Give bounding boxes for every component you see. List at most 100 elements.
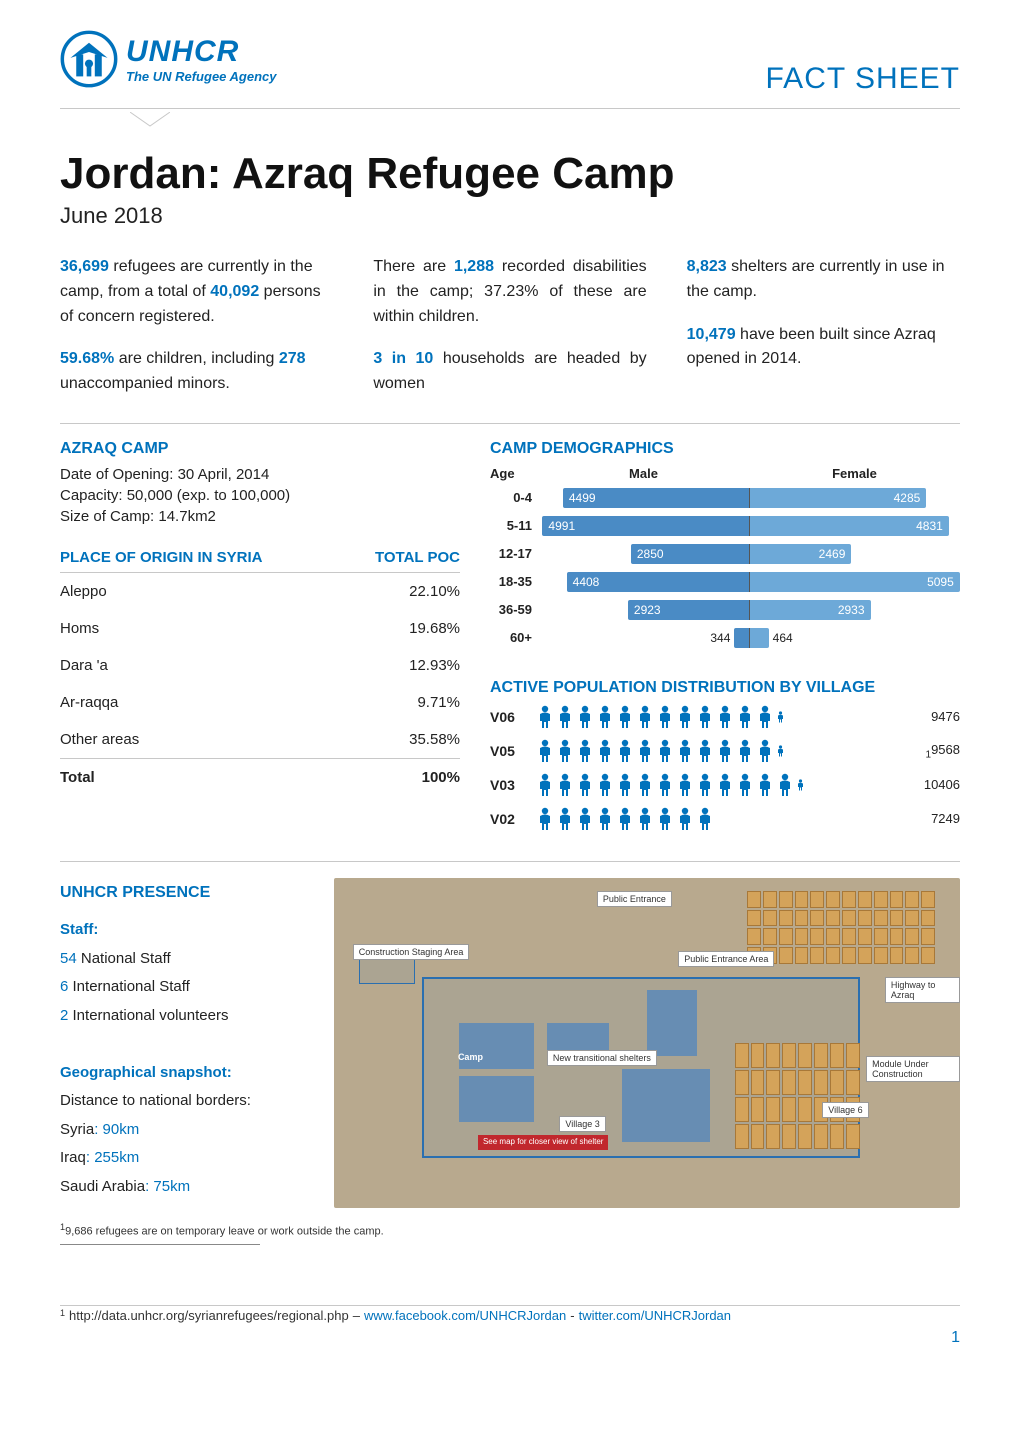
person-icon <box>696 705 714 729</box>
page-date: June 2018 <box>60 203 960 229</box>
origin-table: PLACE OF ORIGIN IN SYRIA TOTAL POC Alepp… <box>60 543 460 796</box>
brand-tagline: The UN Refugee Agency <box>126 69 277 84</box>
stat-value: 59.68% <box>60 350 114 367</box>
map-label: Village 6 <box>822 1102 868 1118</box>
village-icons <box>536 739 914 763</box>
azraq-camp-heading: AZRAQ CAMP <box>60 440 460 458</box>
person-icon <box>576 739 594 763</box>
footer-links: 1 http://data.unhcr.org/syrianrefugees/r… <box>60 1308 960 1323</box>
person-icon <box>716 739 734 763</box>
demo-male-val: 2850 <box>631 547 664 561</box>
header: UNHCR The UN Refugee Agency FACT SHEET <box>60 30 960 96</box>
footnote-rule <box>60 1244 260 1245</box>
village-row: V06 9476 <box>490 705 960 729</box>
demo-male-val: 4991 <box>542 519 575 533</box>
female-header: Female <box>749 466 960 481</box>
person-icon <box>776 773 794 797</box>
map-label: New transitional shelters <box>547 1050 657 1066</box>
demo-female-val: 2469 <box>819 547 852 561</box>
village-count: 10406 <box>924 777 960 792</box>
village-heading: ACTIVE POPULATION DISTRIBUTION BY VILLAG… <box>490 679 960 697</box>
person-icon <box>676 705 694 729</box>
demo-row: 60+ 344 464 <box>490 625 960 651</box>
footer-url[interactable]: www.facebook.com/UNHCRJordan <box>364 1308 566 1323</box>
brand-name: UNHCR <box>126 35 277 69</box>
stat-value: 40,092 <box>210 283 259 300</box>
person-icon <box>616 773 634 797</box>
info-capacity: Capacity: 50,000 (exp. to 100,000) <box>60 487 460 504</box>
person-icon <box>696 807 714 831</box>
demo-male-bar <box>734 628 748 648</box>
demo-male-val: 4499 <box>563 491 596 505</box>
person-icon <box>596 773 614 797</box>
presence-heading: UNHCR PRESENCE <box>60 878 310 908</box>
footer-url[interactable]: twitter.com/UNHCRJordan <box>579 1308 731 1323</box>
key-stats: 36,699 refugees are currently in the cam… <box>60 255 960 415</box>
village-row: V03 10406 <box>490 773 960 797</box>
person-icon <box>636 739 654 763</box>
person-icon <box>756 739 774 763</box>
footer-url[interactable]: http://data.unhcr.org/syrianrefugees/reg… <box>69 1308 349 1323</box>
village-section: ACTIVE POPULATION DISTRIBUTION BY VILLAG… <box>490 679 960 831</box>
demographics-heading: CAMP DEMOGRAPHICS <box>490 440 960 458</box>
stat-value: 278 <box>279 350 306 367</box>
demo-age: 36-59 <box>490 602 538 617</box>
bottom-section: UNHCR PRESENCE Staff: 54 National Staff … <box>60 878 960 1208</box>
demo-row: 0-4 4499 4285 <box>490 485 960 511</box>
map-label: Module Under Construction <box>866 1056 960 1082</box>
logo-text: UNHCR The UN Refugee Agency <box>126 35 277 84</box>
demo-female-val: 464 <box>773 631 793 645</box>
person-icon <box>636 807 654 831</box>
village-icons <box>536 807 919 831</box>
header-notch-icon <box>130 112 170 128</box>
origin-place: Other areas <box>60 721 342 759</box>
person-icon <box>796 773 805 797</box>
section-rule <box>60 861 960 862</box>
demo-age: 12-17 <box>490 546 538 561</box>
doc-type-label: FACT SHEET <box>766 62 960 96</box>
person-icon <box>656 807 674 831</box>
demo-female-bar: 4285 <box>750 488 927 508</box>
demo-age: 18-35 <box>490 574 538 589</box>
origin-pct: 35.58% <box>342 721 460 759</box>
stat-value: 3 in 10 <box>373 350 433 367</box>
age-header: Age <box>490 466 538 481</box>
demo-male-val: 344 <box>710 631 730 645</box>
person-icon <box>656 705 674 729</box>
person-icon <box>556 739 574 763</box>
map-label: Construction Staging Area <box>353 944 470 960</box>
origin-pct: 19.68% <box>342 610 460 647</box>
header-rule <box>60 108 960 109</box>
stat-children: 59.68% are children, including 278 unacc… <box>60 347 333 397</box>
section-rule <box>60 423 960 424</box>
male-header: Male <box>538 466 749 481</box>
person-icon <box>716 773 734 797</box>
unhcr-logo-icon <box>60 30 118 88</box>
person-icon <box>736 705 754 729</box>
demo-header: Age Male Female <box>490 466 960 481</box>
person-icon <box>716 705 734 729</box>
footnote: 19,686 refugees are on temporary leave o… <box>60 1222 960 1245</box>
stat-built: 10,479 have been built since Azraq opene… <box>687 323 960 373</box>
village-icons <box>536 705 919 729</box>
person-icon <box>676 807 694 831</box>
demo-male-bar: 2850 <box>631 544 749 564</box>
person-icon <box>536 807 554 831</box>
demo-female-bar: 4831 <box>750 516 949 536</box>
stats-col-3: 8,823 shelters are currently in use in t… <box>687 255 960 415</box>
person-icon <box>596 705 614 729</box>
demo-age: 5-11 <box>490 518 538 533</box>
person-icon <box>576 705 594 729</box>
footer-rule <box>60 1305 960 1306</box>
person-icon <box>756 705 774 729</box>
stat-refugees: 36,699 refugees are currently in the cam… <box>60 255 333 329</box>
stat-households: 3 in 10 households are headed by women <box>373 347 646 397</box>
demo-female-bar: 2933 <box>750 600 871 620</box>
person-icon <box>596 807 614 831</box>
person-icon <box>596 739 614 763</box>
stats-col-2: There are 1,288 recorded disabilities in… <box>373 255 646 415</box>
demo-row: 5-11 4991 4831 <box>490 513 960 539</box>
staff-national: 54 National Staff <box>60 945 310 974</box>
person-icon <box>636 705 654 729</box>
geo-label: Geographical snapshot: <box>60 1059 310 1088</box>
